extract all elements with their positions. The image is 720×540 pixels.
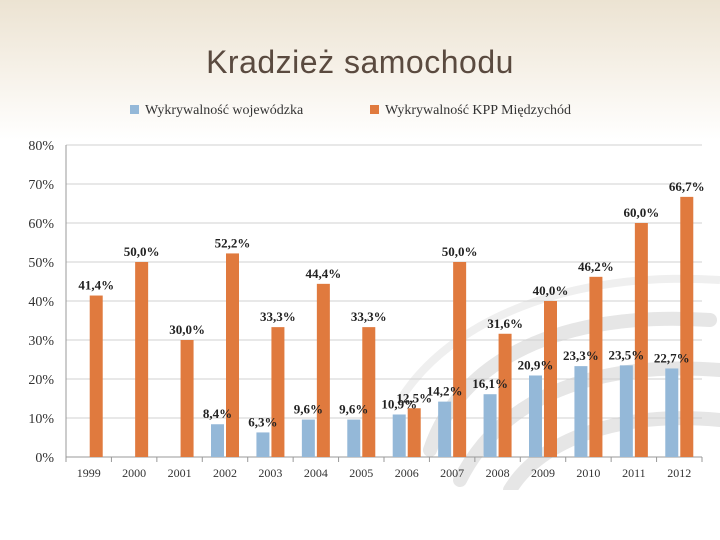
data-label: 8,4% [203, 406, 232, 421]
data-label: 40,0% [533, 283, 569, 298]
data-label: 66,7% [669, 179, 705, 194]
data-label: 60,0% [623, 205, 659, 220]
data-label: 52,2% [215, 235, 251, 250]
data-label: 20,9% [518, 357, 554, 372]
data-label: 30,0% [169, 322, 205, 337]
y-tick-label: 50% [28, 256, 54, 271]
bar-wojewodzka-2007 [438, 401, 452, 457]
bar-wojewodzka-2006 [392, 414, 406, 457]
bar-kpp-1999 [89, 295, 103, 457]
bar-wojewodzka-2010 [574, 366, 588, 457]
bar-wojewodzka-2003 [256, 432, 270, 457]
bar-kpp-2010 [589, 276, 603, 457]
y-tick-label: 10% [28, 412, 54, 427]
bar-wojewodzka-2009 [529, 375, 542, 457]
y-tick-label: 60% [28, 217, 54, 232]
x-tick-label: 2000 [122, 466, 146, 480]
data-label: 23,3% [563, 348, 599, 363]
y-tick-label: 0% [35, 451, 54, 466]
bar-wojewodzka-2005 [347, 419, 361, 457]
bar-kpp-2003 [271, 327, 285, 457]
legend-swatch [370, 105, 379, 114]
bar-kpp-2004 [316, 283, 330, 457]
data-label: 46,2% [578, 259, 614, 274]
data-labels: 8,4% 6,3% 9,6% 9,6% 10,9% 14,2% 16,1% 20,9% 23,3… [78, 179, 704, 430]
y-tick-label: 40% [28, 295, 54, 310]
bar-kpp-2006 [407, 408, 421, 457]
bar-kpp-2005 [362, 327, 376, 457]
x-tick-label: 2012 [667, 466, 691, 480]
x-tick-label: 2006 [395, 466, 419, 480]
y-tick-label: 80% [28, 139, 54, 154]
x-tick-label: 2008 [486, 466, 510, 480]
legend-swatch [130, 105, 139, 114]
y-tick-label: 30% [28, 334, 54, 349]
bars [89, 196, 694, 457]
bar-kpp-2008 [498, 333, 512, 457]
x-tick-label: 2010 [576, 466, 600, 480]
y-tick-label: 70% [28, 178, 54, 193]
x-tick-label: 2005 [349, 466, 373, 480]
legend: Wykrywalność wojewódzka Wykrywalność KPP … [130, 103, 571, 118]
bar-kpp-2001 [180, 340, 194, 457]
x-tick-label: 2007 [440, 466, 464, 480]
bar-kpp-2009 [544, 301, 557, 457]
bar-wojewodzka-2002 [211, 424, 224, 457]
x-tick-label: 2011 [622, 466, 646, 480]
bar-kpp-2000 [135, 262, 149, 457]
data-label: 33,3% [260, 309, 296, 324]
data-label: 14,2% [427, 384, 463, 399]
data-label: 12,5% [396, 390, 432, 405]
data-label: 9,6% [294, 402, 323, 417]
gridlines [66, 144, 702, 419]
data-label: 6,3% [248, 414, 277, 429]
data-label: 31,6% [487, 316, 523, 331]
bar-wojewodzka-2012 [665, 368, 679, 457]
bar-kpp-2012 [680, 196, 694, 457]
bar-wojewodzka-2004 [301, 419, 315, 457]
x-tick-label: 2003 [258, 466, 282, 480]
bar-kpp-2002 [226, 253, 239, 457]
data-label: 41,4% [78, 278, 114, 293]
data-label: 50,0% [442, 244, 478, 259]
x-tick-label: 2004 [304, 466, 328, 480]
slide-title: Kradzież samochodu [206, 44, 514, 80]
x-tick-label: 2009 [531, 466, 555, 480]
bar-wojewodzka-2008 [483, 394, 497, 457]
axes: 0% 10% 20% 30% 40% 50% 60% 70% 80% 1999 2000 2001 20… [28, 139, 703, 480]
data-label: 9,6% [339, 402, 368, 417]
bar-kpp-2011 [634, 223, 648, 457]
data-label: 23,5% [608, 347, 644, 362]
data-label: 33,3% [351, 309, 387, 324]
x-tick-label: 1999 [77, 466, 101, 480]
legend-label: Wykrywalność wojewódzka [145, 103, 304, 118]
y-tick-label: 20% [28, 373, 54, 388]
data-label: 16,1% [472, 376, 508, 391]
data-label: 22,7% [654, 350, 690, 365]
data-label: 10,9% [381, 396, 417, 411]
x-tick-label: 2001 [168, 466, 192, 480]
bar-wojewodzka-2011 [619, 365, 633, 457]
data-label: 50,0% [124, 244, 160, 259]
bar-kpp-2007 [453, 262, 467, 457]
legend-label: Wykrywalność KPP Międzychód [385, 103, 571, 118]
x-tick-label: 2002 [213, 466, 237, 480]
data-label: 44,4% [305, 266, 341, 281]
